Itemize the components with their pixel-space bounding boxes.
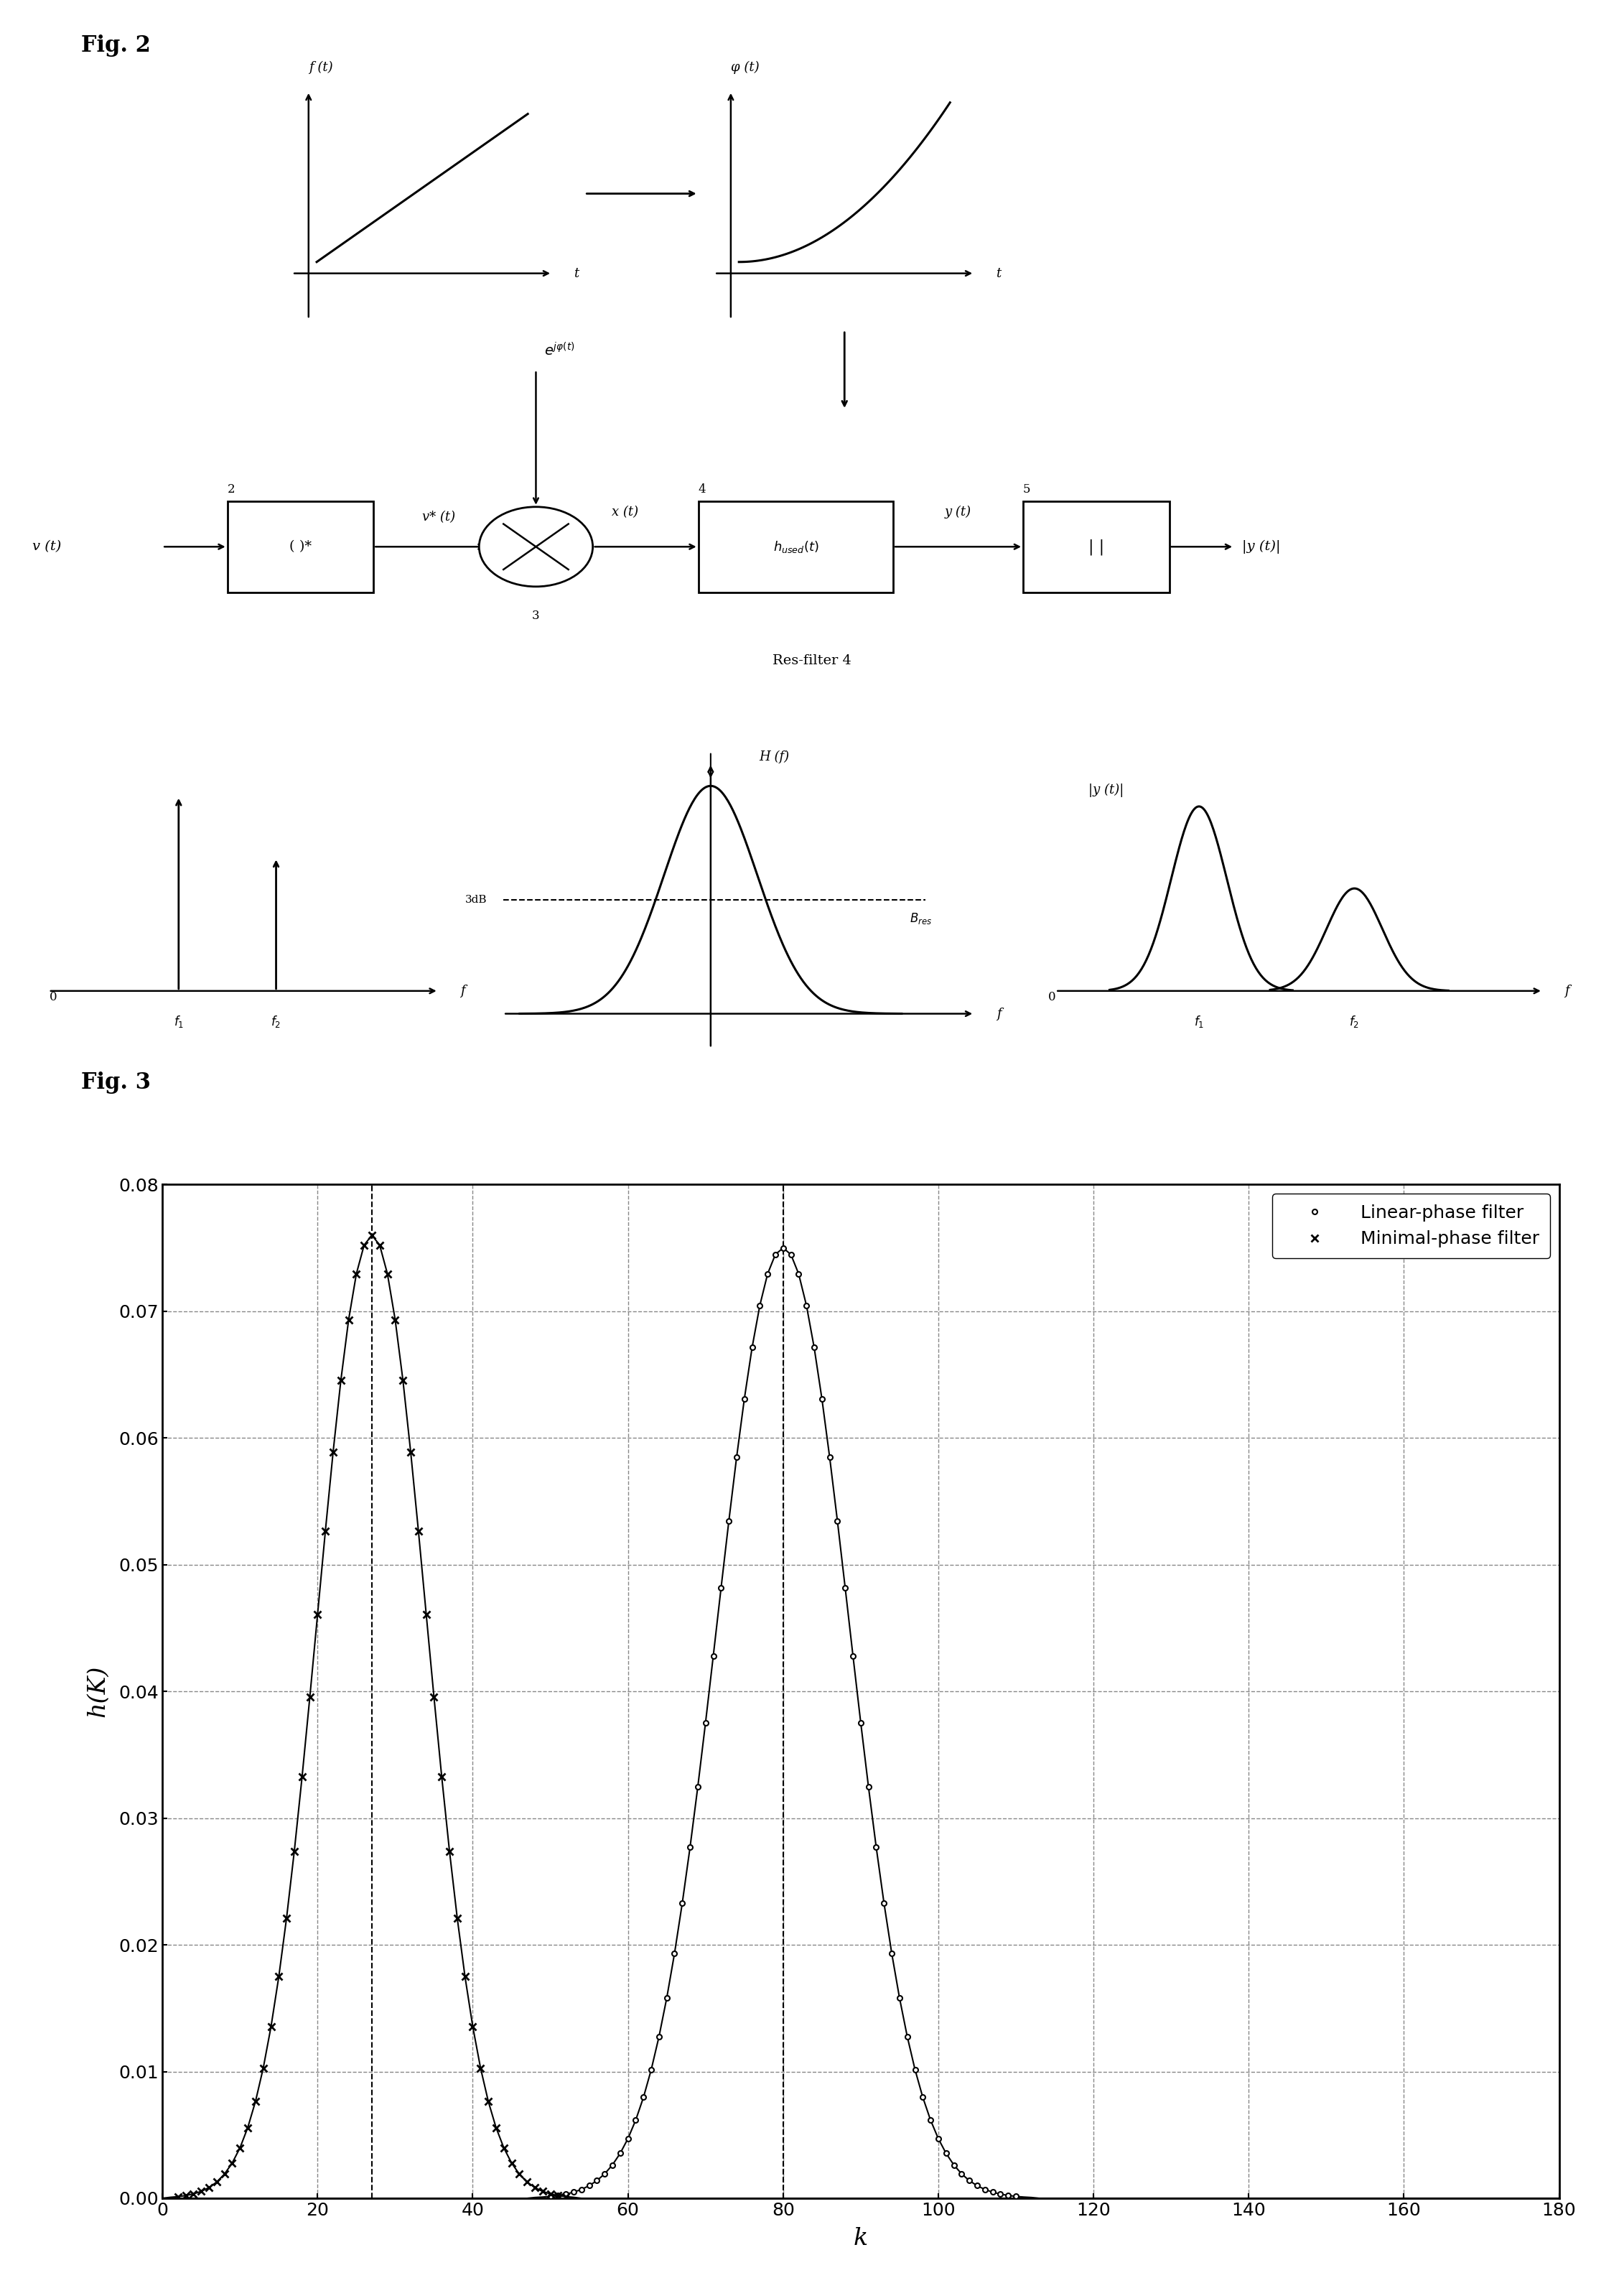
Linear-phase filter bbox=[952, 2160, 971, 2187]
Text: f: f bbox=[1566, 984, 1569, 998]
Text: ( )*: ( )* bbox=[289, 540, 312, 554]
Text: Fig. 2: Fig. 2 bbox=[81, 34, 151, 57]
Text: Fig. 3: Fig. 3 bbox=[81, 1071, 151, 1093]
Text: |y (t)|: |y (t)| bbox=[1242, 540, 1281, 554]
Minimal-phase filter bbox=[253, 2055, 273, 2082]
Text: 4: 4 bbox=[698, 483, 706, 494]
Text: x (t): x (t) bbox=[612, 506, 638, 519]
Minimal-phase filter bbox=[169, 2182, 188, 2210]
Text: t: t bbox=[996, 267, 1002, 280]
Text: Res-filter 4: Res-filter 4 bbox=[773, 654, 851, 667]
Minimal-phase filter bbox=[455, 1964, 474, 1991]
Linear-phase filter bbox=[541, 2182, 560, 2210]
Circle shape bbox=[479, 506, 593, 585]
Text: φ (t): φ (t) bbox=[731, 62, 760, 75]
Y-axis label: h(K): h(K) bbox=[86, 1665, 109, 1718]
Text: 3: 3 bbox=[533, 611, 539, 622]
Text: 0: 0 bbox=[49, 991, 57, 1002]
Text: v (t): v (t) bbox=[32, 540, 62, 554]
Minimal-phase filter bbox=[362, 1221, 382, 1248]
Text: $h_{used}(t)$: $h_{used}(t)$ bbox=[773, 540, 818, 554]
Text: 5: 5 bbox=[1023, 483, 1031, 494]
X-axis label: k: k bbox=[854, 2228, 867, 2251]
FancyBboxPatch shape bbox=[227, 501, 374, 592]
Minimal-phase filter bbox=[432, 1763, 451, 1791]
Linear-phase filter bbox=[797, 1292, 817, 1319]
Minimal-phase filter bbox=[549, 2182, 568, 2210]
FancyBboxPatch shape bbox=[1023, 501, 1169, 592]
Text: $f_1$: $f_1$ bbox=[1194, 1014, 1203, 1030]
FancyBboxPatch shape bbox=[698, 501, 893, 592]
Text: $B_{res}$: $B_{res}$ bbox=[909, 911, 932, 925]
Linear-phase filter bbox=[1007, 2182, 1026, 2210]
Linear-phase filter bbox=[703, 1642, 723, 1670]
Text: $f_1$: $f_1$ bbox=[174, 1014, 184, 1030]
Text: y (t): y (t) bbox=[945, 506, 971, 519]
Text: H (f): H (f) bbox=[760, 749, 789, 763]
Line: Linear-phase filter: Linear-phase filter bbox=[547, 1246, 1018, 2198]
Text: f (t): f (t) bbox=[309, 62, 333, 75]
Text: | |: | | bbox=[1088, 538, 1104, 556]
Minimal-phase filter bbox=[284, 1838, 304, 1866]
Text: 0: 0 bbox=[1047, 991, 1056, 1002]
Line: Minimal-phase filter: Minimal-phase filter bbox=[174, 1232, 570, 2201]
Text: 2: 2 bbox=[227, 483, 235, 494]
Legend: Linear-phase filter, Minimal-phase filter: Linear-phase filter, Minimal-phase filte… bbox=[1273, 1194, 1549, 1257]
Text: t: t bbox=[573, 267, 580, 280]
Minimal-phase filter bbox=[555, 2182, 575, 2210]
Text: $f_2$: $f_2$ bbox=[1350, 1014, 1359, 1030]
Text: v* (t): v* (t) bbox=[422, 510, 455, 524]
Text: 3dB: 3dB bbox=[466, 895, 487, 904]
Text: f: f bbox=[997, 1007, 1000, 1021]
Text: $f_2$: $f_2$ bbox=[271, 1014, 281, 1030]
Linear-phase filter bbox=[828, 1508, 848, 1535]
Linear-phase filter bbox=[650, 2023, 669, 2050]
Text: $e^{j\varphi(t)}$: $e^{j\varphi(t)}$ bbox=[544, 342, 575, 360]
Minimal-phase filter bbox=[292, 1763, 312, 1791]
Linear-phase filter bbox=[633, 2084, 653, 2112]
Text: |y (t)|: |y (t)| bbox=[1088, 784, 1124, 797]
Text: f: f bbox=[461, 984, 464, 998]
Linear-phase filter bbox=[773, 1235, 793, 1262]
